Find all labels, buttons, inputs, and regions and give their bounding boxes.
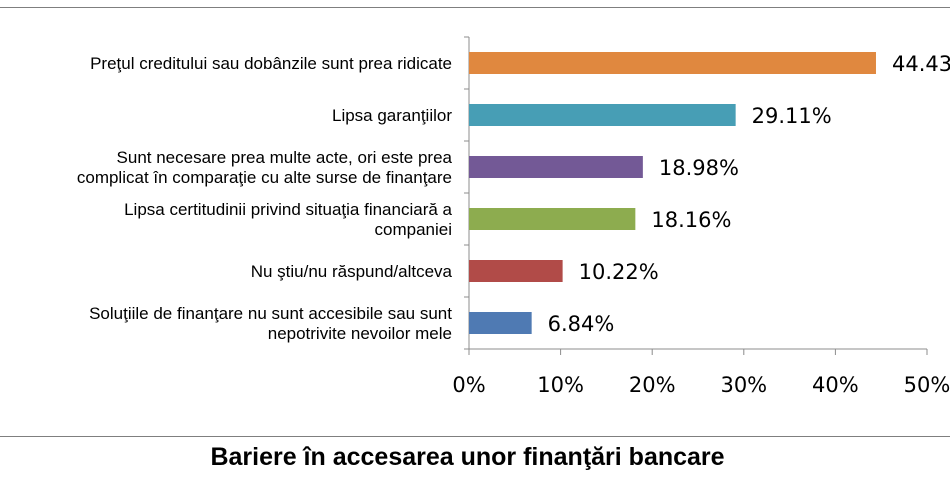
x-tick-label: 30% bbox=[720, 373, 767, 397]
x-tick-label: 50% bbox=[904, 373, 950, 397]
bar bbox=[469, 312, 532, 334]
x-tick-label: 20% bbox=[629, 373, 676, 397]
category-label: companiei bbox=[375, 220, 453, 239]
bar bbox=[469, 52, 876, 74]
bar bbox=[469, 104, 736, 126]
category-label: Preţul creditului sau dobânzile sunt pre… bbox=[90, 54, 452, 73]
data-label: 10.22% bbox=[579, 260, 659, 284]
x-tick-label: 10% bbox=[537, 373, 584, 397]
category-label: nepotrivite nevoilor mele bbox=[268, 324, 452, 343]
data-label: 18.98% bbox=[659, 156, 739, 180]
chart-caption: Bariere în accesarea unor finanţări banc… bbox=[210, 443, 725, 471]
data-label: 44.43% bbox=[892, 52, 950, 76]
category-label: Nu ştiu/nu răspund/altceva bbox=[251, 262, 453, 281]
bar bbox=[469, 260, 563, 282]
data-label: 6.84% bbox=[548, 312, 615, 336]
category-label: Lipsa garanţiilor bbox=[332, 106, 452, 125]
bar bbox=[469, 208, 636, 230]
category-label: Soluţiile de finanţare nu sunt accesibil… bbox=[89, 304, 452, 323]
data-label: 29.11% bbox=[752, 104, 832, 128]
bar bbox=[469, 156, 643, 178]
category-label: Sunt necesare prea multe acte, ori este … bbox=[117, 148, 453, 167]
x-tick-label: 0% bbox=[452, 373, 485, 397]
bar-chart: 0% 10% 20% 30% 40% 50% 44.43% Preţul creditului… bbox=[77, 36, 950, 397]
data-label: 18.16% bbox=[651, 208, 731, 232]
bottom-rule bbox=[0, 436, 950, 437]
category-label: Lipsa certitudinii privind situaţia fina… bbox=[124, 200, 452, 219]
top-rule bbox=[0, 7, 950, 8]
category-label: complicat în comparaţie cu alte surse de… bbox=[77, 168, 452, 187]
x-tick-label: 40% bbox=[812, 373, 859, 397]
